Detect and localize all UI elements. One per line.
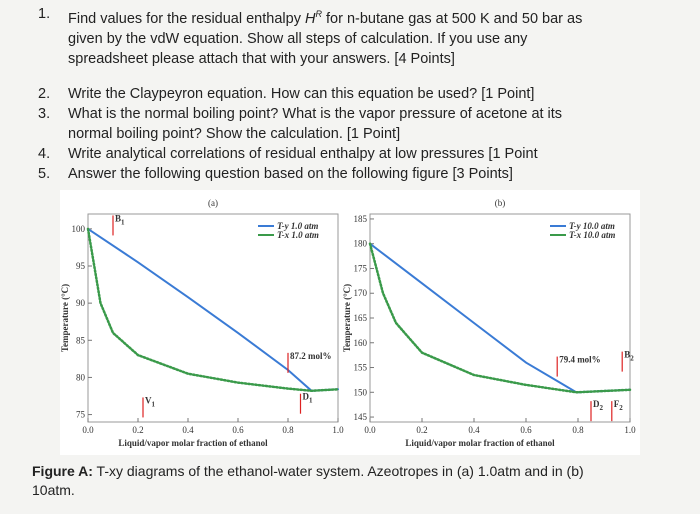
annotation-subscript: 2 <box>630 355 634 363</box>
text: Write the Claypeyron equation. How can t… <box>68 86 535 102</box>
x-tick-label: 0.0 <box>364 425 376 435</box>
text: Find values for the residual enthalpy <box>68 10 305 27</box>
y-tick-label: 175 <box>354 263 368 273</box>
annotation-text: F <box>614 399 620 409</box>
question-number: 2. <box>38 86 51 102</box>
legend-label: T-x 10.0 atm <box>569 230 615 240</box>
y-tick-label: 145 <box>354 412 368 422</box>
text: Write analytical correlations of residua… <box>68 146 538 162</box>
y-tick-label: 150 <box>354 387 368 397</box>
y-tick-label: 95 <box>76 261 86 271</box>
symbol: H <box>304 10 316 27</box>
annotation-text: B <box>115 213 121 223</box>
text: for n-butane gas at 500 K and 50 bar as … <box>68 10 583 67</box>
panel-title: (a) <box>208 198 218 208</box>
annotation-subscript: 2 <box>600 404 604 412</box>
x-tick-label: 0.4 <box>182 425 194 435</box>
y-tick-label: 75 <box>76 410 86 420</box>
question-text: Write analytical correlations of residua… <box>68 144 598 164</box>
annotation: 79.4 mol% <box>559 355 601 365</box>
annotation: 87.2 mol% <box>290 351 332 361</box>
x-axis-label: Liquid/vapor molar fraction of ethanol <box>405 438 555 448</box>
y-axis-label: Temperature (°C) <box>342 284 352 352</box>
x-tick-label: 0.2 <box>132 425 143 435</box>
y-tick-label: 160 <box>354 338 368 348</box>
annotation-subscript: 1 <box>309 397 313 405</box>
x-tick-label: 0.6 <box>520 425 532 435</box>
x-tick-label: 0.2 <box>416 425 427 435</box>
annotation-text: 79.4 mol% <box>559 355 601 365</box>
caption: Figure A: T-xy diagrams of the ethanol-w… <box>32 462 592 500</box>
question-number: 4. <box>38 146 51 162</box>
question: 3. What is the normal boiling point? What… <box>38 104 598 144</box>
annotation-subscript: 2 <box>619 404 623 412</box>
question-text: What is the normal boiling point? What i… <box>68 104 598 144</box>
annotation: B1 <box>115 213 125 226</box>
question-number: 1. <box>38 6 51 22</box>
question: 1. Find values for the residual enthalpy … <box>38 4 598 69</box>
x-tick-label: 1.0 <box>332 425 344 435</box>
series-line <box>368 242 632 394</box>
annotation-subscript: 1 <box>152 400 156 408</box>
y-tick-label: 165 <box>354 313 368 323</box>
annotation-text: V <box>145 395 152 405</box>
annotation-text: D <box>593 399 600 409</box>
text: Answer the following question based on t… <box>68 166 513 182</box>
annotation: V1 <box>145 395 156 408</box>
annotation-subscript: 1 <box>121 218 125 226</box>
question-number: 3. <box>38 106 51 122</box>
text: What is the normal boiling point? What i… <box>68 106 563 142</box>
y-tick-label: 180 <box>354 239 368 249</box>
x-tick-label: 1.0 <box>624 425 636 435</box>
y-tick-label: 155 <box>354 363 368 373</box>
annotation: B2 <box>624 350 634 363</box>
x-tick-label: 0.4 <box>468 425 480 435</box>
annotation-text: 87.2 mol% <box>290 351 332 361</box>
legend-label: T-y 10.0 atm <box>569 221 615 231</box>
annotation-text: B <box>624 350 630 360</box>
x-tick-label: 0.6 <box>232 425 244 435</box>
plot-frame <box>87 213 339 423</box>
annotation: D2 <box>593 399 604 412</box>
caption-label: Figure A: <box>32 463 93 479</box>
question-text: Answer the following question based on t… <box>68 164 598 184</box>
caption-text: T-xy diagrams of the ethanol-water syste… <box>32 463 584 498</box>
y-tick-label: 85 <box>76 335 86 345</box>
question-text: Find values for the residual enthalpy HR… <box>68 4 598 69</box>
question-number: 5. <box>38 166 51 182</box>
superscript: R <box>315 9 322 19</box>
question-text: Write the Claypeyron equation. How can t… <box>68 84 598 104</box>
y-tick-label: 80 <box>76 372 86 382</box>
y-tick-label: 100 <box>72 224 86 234</box>
x-tick-label: 0.0 <box>82 425 94 435</box>
annotation-text: D <box>303 392 310 402</box>
legend-label: T-x 1.0 atm <box>277 230 319 240</box>
x-tick-label: 0.8 <box>572 425 584 435</box>
annotation: D1 <box>303 392 314 405</box>
series-line <box>86 227 340 393</box>
x-axis-label: Liquid/vapor molar fraction of ethanol <box>118 438 268 448</box>
question: 4. Write analytical correlations of resid… <box>38 144 598 164</box>
y-tick-label: 170 <box>354 288 368 298</box>
y-tick-label: 90 <box>76 298 86 308</box>
y-tick-label: 185 <box>354 214 368 224</box>
figure-background <box>60 190 640 455</box>
x-tick-label: 0.8 <box>282 425 294 435</box>
legend-label: T-y 1.0 atm <box>277 221 318 231</box>
figure: (a) 0.0 0.2 0.4 0.6 0.8 1.0 75 80 85 90 95 100 Liquid… <box>60 190 640 455</box>
annotation: F2 <box>614 399 624 412</box>
y-axis-label: Temperature (°C) <box>60 284 70 352</box>
question: 5. Answer the following question based on… <box>38 164 598 184</box>
question: 2. Write the Claypeyron equation. How can… <box>38 84 598 104</box>
panel-title: (b) <box>495 198 506 208</box>
